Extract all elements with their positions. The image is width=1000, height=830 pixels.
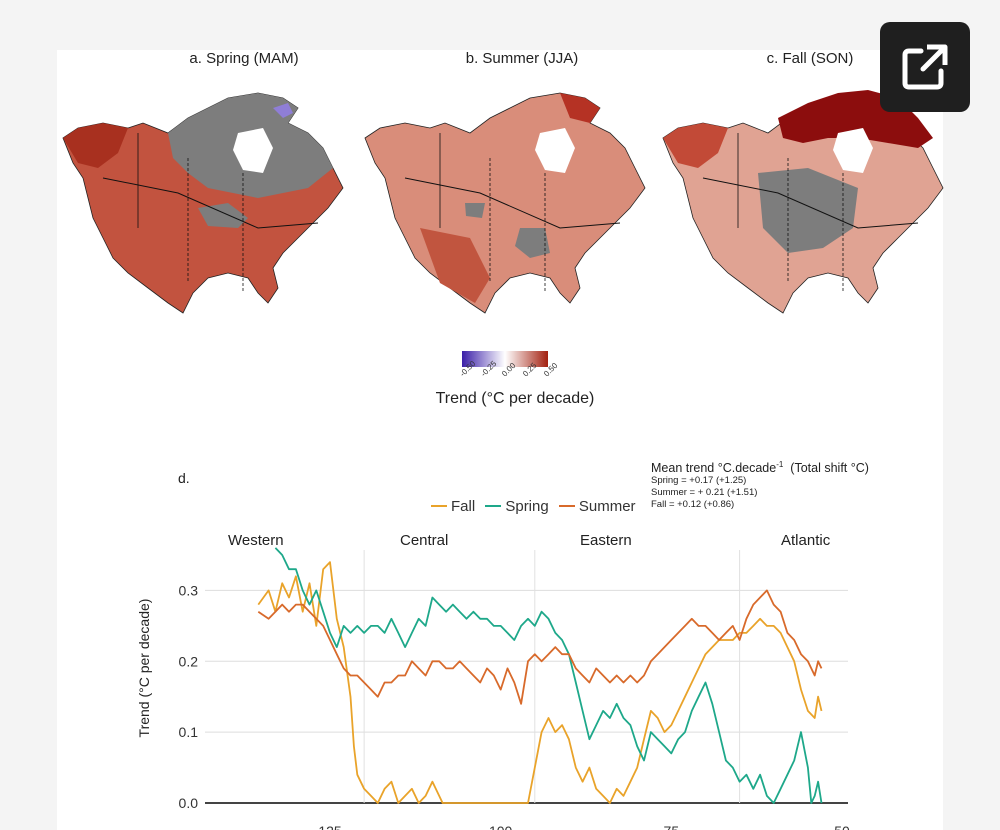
legend-swatch-summer xyxy=(558,505,575,508)
legend-label-spring: Spring xyxy=(505,498,549,515)
mean-trend-title-text: Mean trend °C.decade xyxy=(651,461,777,476)
region-label-eastern: Eastern xyxy=(580,532,632,549)
mean-trend-spring: Spring = +0.17 (+1.25) xyxy=(651,475,747,487)
x-tick-label: 50 xyxy=(834,823,850,830)
y-tick-label: 0.1 xyxy=(179,724,199,740)
x-tick-label: 75 xyxy=(664,823,680,830)
panel-label: d. xyxy=(178,470,190,486)
y-tick-label: 0.3 xyxy=(179,582,199,598)
external-share-icon xyxy=(902,44,948,90)
legend-swatch-spring xyxy=(485,505,502,508)
y-tick-label: 0.2 xyxy=(179,653,199,669)
region-label-western: Western xyxy=(228,532,284,549)
series-line-summer xyxy=(257,589,823,705)
mean-trend-fall: Fall = +0.12 (+0.86) xyxy=(651,499,735,511)
summer-trend-map xyxy=(364,92,646,314)
mean-trend-title: Mean trend °C.decade-1 (Total shift °C) xyxy=(651,460,869,475)
mean-trend-title-superscript: -1 xyxy=(776,460,784,469)
spring-trend-map xyxy=(62,92,344,314)
summer-map-title: b. Summer (JJA) xyxy=(465,50,579,67)
series-line-spring xyxy=(274,547,823,804)
colorbar-title: Trend (°C per decade) xyxy=(435,390,595,407)
y-tick-label: 0.0 xyxy=(179,795,199,811)
fall-map-title: c. Fall (SON) xyxy=(766,50,854,67)
mean-trend-title-suffix: (Total shift °C) xyxy=(790,461,869,476)
legend-swatch-fall xyxy=(431,505,447,508)
mean-trend-summer: Summer = + 0.21 (+1.51) xyxy=(651,487,758,499)
fall-trend-map xyxy=(662,90,944,314)
mean-trend-box: Mean trend °C.decade-1 (Total shift °C) … xyxy=(651,460,869,511)
spring-map-title: a. Spring (MAM) xyxy=(189,50,299,67)
region-label-central: Central xyxy=(400,532,449,549)
x-tick-label: 125 xyxy=(318,823,342,830)
chart-legend: Fall Spring Summer xyxy=(425,498,636,515)
trend-colorbar xyxy=(462,351,548,367)
series-line-fall xyxy=(257,561,823,804)
share-button[interactable] xyxy=(880,22,970,112)
legend-label-summer: Summer xyxy=(578,498,636,515)
x-tick-label: 100 xyxy=(489,823,513,830)
region-label-atlantic: Atlantic xyxy=(781,532,831,549)
legend-label-fall: Fall xyxy=(451,498,476,515)
